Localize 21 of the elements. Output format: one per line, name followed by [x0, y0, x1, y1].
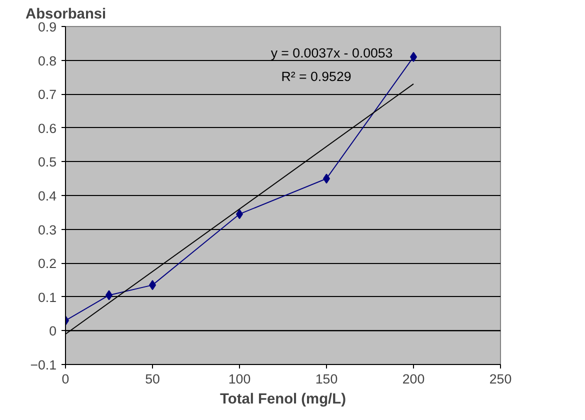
x-axis-title: Total Fenol (mg/L) [220, 392, 346, 408]
x-tick-label: 200 [402, 372, 425, 386]
x-tick-label: 0 [62, 372, 70, 386]
annotation: y = 0.0037x - 0.0053 [270, 45, 393, 60]
y-tick-label: 0.1 [38, 290, 57, 305]
y-tick-label: 0.9 [38, 20, 57, 34]
x-tick-label: 50 [145, 372, 160, 386]
y-tick-label: 0.7 [38, 87, 57, 102]
y-tick-label: −0.1 [30, 358, 56, 372]
x-tick-label: 100 [228, 372, 251, 386]
y-tick-label: 0.5 [38, 154, 57, 170]
annotation: R² = 0.9529 [281, 68, 352, 84]
x-tick-label: 250 [489, 372, 512, 386]
y-tick-label: 0.2 [38, 256, 57, 272]
y-tick-label: 0 [49, 324, 57, 339]
y-tick-label: 0.3 [38, 222, 57, 238]
y-tick-label: 0.4 [38, 188, 58, 204]
x-tick-label: 150 [315, 372, 338, 386]
y-tick-label: 0.6 [38, 120, 57, 136]
y-axis-title: Absorbansi [26, 6, 106, 22]
y-tick-label: 0.8 [38, 53, 57, 68]
